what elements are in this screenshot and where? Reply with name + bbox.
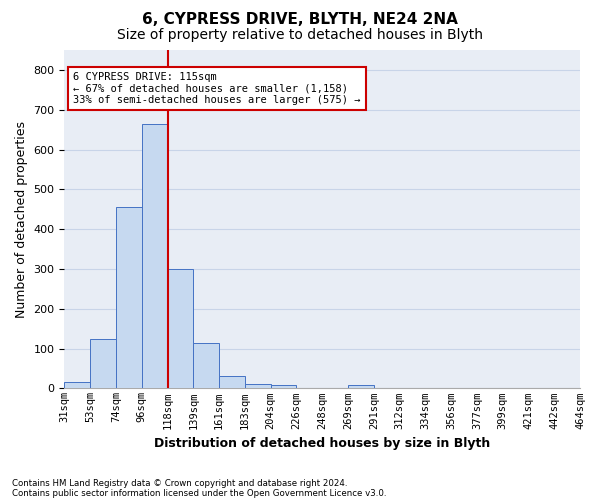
Bar: [348, 385, 374, 388]
Y-axis label: Number of detached properties: Number of detached properties: [15, 120, 28, 318]
Bar: [219, 376, 245, 388]
Bar: [271, 385, 296, 388]
X-axis label: Distribution of detached houses by size in Blyth: Distribution of detached houses by size …: [154, 437, 490, 450]
Bar: [116, 208, 142, 388]
Text: Size of property relative to detached houses in Blyth: Size of property relative to detached ho…: [117, 28, 483, 42]
Bar: [167, 269, 193, 388]
Text: Contains public sector information licensed under the Open Government Licence v3: Contains public sector information licen…: [12, 488, 386, 498]
Text: 6 CYPRESS DRIVE: 115sqm
← 67% of detached houses are smaller (1,158)
33% of semi: 6 CYPRESS DRIVE: 115sqm ← 67% of detache…: [73, 72, 361, 105]
Text: Contains HM Land Registry data © Crown copyright and database right 2024.: Contains HM Land Registry data © Crown c…: [12, 478, 347, 488]
Bar: [64, 382, 90, 388]
Bar: [142, 124, 167, 388]
Bar: [245, 384, 271, 388]
Bar: [90, 338, 116, 388]
Text: 6, CYPRESS DRIVE, BLYTH, NE24 2NA: 6, CYPRESS DRIVE, BLYTH, NE24 2NA: [142, 12, 458, 28]
Bar: [193, 342, 219, 388]
